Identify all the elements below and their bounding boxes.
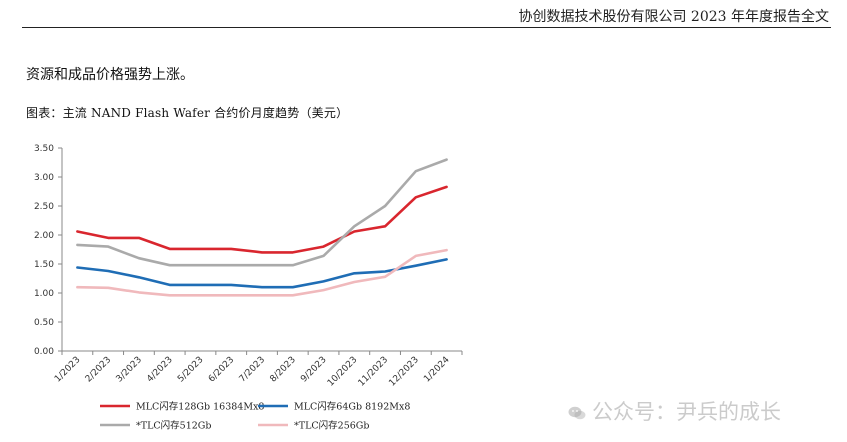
series-line-2 — [76, 258, 448, 289]
legend-label: *TLC闪存256Gb — [294, 420, 369, 432]
y-tick-label: 1.50 — [34, 260, 54, 270]
y-tick-label: 1.00 — [34, 289, 54, 299]
x-tick-label: 6/2023 — [207, 355, 236, 384]
wechat-icon — [568, 406, 586, 420]
intro-text: 资源和成品价格强势上涨。 — [26, 67, 194, 83]
legend-label: *TLC闪存512Gb — [136, 420, 211, 432]
x-tick-label: 2/2023 — [84, 355, 113, 384]
legend-label: MLC闪存64Gb 8192Mx8 — [294, 401, 410, 413]
x-tick-label: 10/2023 — [326, 355, 360, 389]
y-tick-label: 0.00 — [34, 347, 54, 357]
watermark-text: 公众号：尹兵的成长 — [592, 400, 781, 424]
y-tick-label: 0.50 — [34, 318, 54, 328]
y-tick-label: 2.50 — [34, 202, 54, 212]
x-tick-label: 8/2023 — [268, 355, 297, 384]
y-tick-label: 3.50 — [34, 144, 54, 154]
x-tick-label: 11/2023 — [357, 355, 391, 389]
series-line-3 — [76, 158, 448, 267]
legend-label: MLC闪存128Gb 16384Mx8 — [136, 401, 264, 413]
header-divider — [22, 27, 831, 28]
figure-caption: 图表：主流 NAND Flash Wafer 合约价月度趋势（美元） — [26, 106, 349, 120]
series-line-4 — [76, 248, 448, 297]
y-tick-label: 3.00 — [34, 173, 54, 183]
series-line-1 — [76, 185, 448, 254]
x-tick-label: 7/2023 — [238, 355, 267, 384]
chart-series — [76, 158, 448, 297]
x-tick-label: 9/2023 — [299, 355, 328, 384]
x-tick-label: 1/2023 — [53, 355, 82, 384]
x-tick-label: 5/2023 — [176, 355, 205, 384]
x-tick-label: 3/2023 — [115, 355, 144, 384]
report-header-title: 协创数据技术股份有限公司 2023 年年度报告全文 — [518, 9, 829, 25]
x-tick-label: 4/2023 — [145, 355, 174, 384]
x-tick-label: 1/2024 — [422, 355, 452, 385]
watermark: 公众号：尹兵的成长 — [568, 396, 781, 426]
y-tick-label: 2.00 — [34, 231, 54, 241]
chart-legend: MLC闪存128Gb 16384Mx8 MLC闪存64Gb 8192Mx8 *TLC… — [100, 401, 410, 432]
x-tick-label: 12/2023 — [387, 355, 421, 389]
